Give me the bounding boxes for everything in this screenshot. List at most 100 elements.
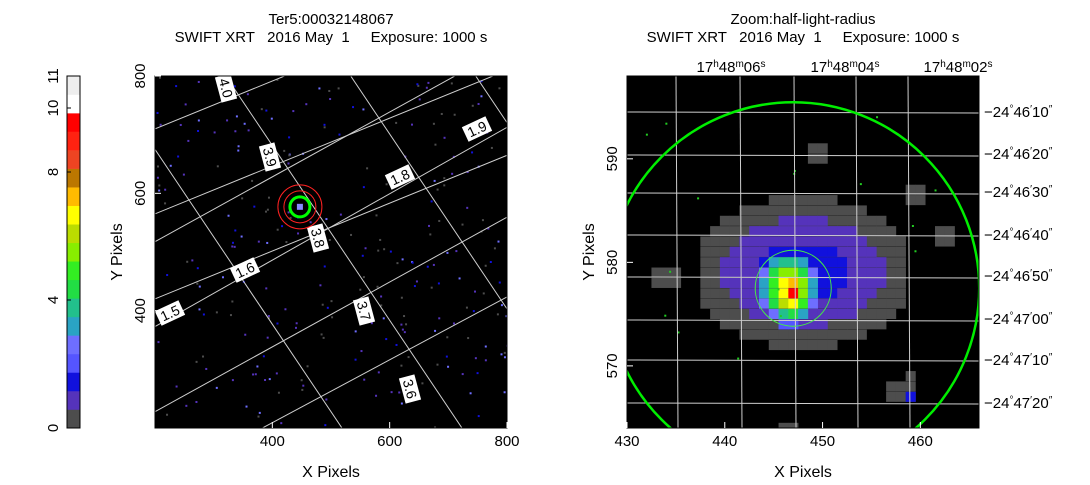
left-y-axis-label: Y Pixels xyxy=(109,223,126,281)
photon-event xyxy=(265,109,268,112)
intensity-pixel xyxy=(837,288,848,299)
photon-event xyxy=(202,355,205,358)
dec-tick-label: −24°47′00″ xyxy=(984,311,1053,329)
photon-event xyxy=(185,404,188,407)
intensity-pixel xyxy=(817,215,828,226)
ra-value: 04 xyxy=(858,59,875,76)
photon-event xyxy=(198,308,201,311)
photon-event xyxy=(446,336,449,339)
intensity-pixel xyxy=(739,329,750,340)
intensity-pixel xyxy=(710,308,721,320)
photon-event xyxy=(251,179,254,182)
left-panel-title: Ter5:00032148067 SWIFT XRT 2016 May 1 Ex… xyxy=(155,11,507,47)
intensity-pixel xyxy=(876,257,887,268)
dec-unit: ° xyxy=(1009,395,1013,406)
dec-tick-label: −24°46′30″ xyxy=(984,184,1053,202)
intensity-pixel xyxy=(866,236,877,247)
photon-event xyxy=(352,106,355,109)
photon-event xyxy=(403,315,406,318)
photon-event xyxy=(268,378,271,381)
photon-event xyxy=(159,123,162,126)
photon-event xyxy=(319,284,322,287)
photon-event xyxy=(417,84,420,87)
intensity-pixel xyxy=(807,195,818,206)
colorbar-swatch xyxy=(67,113,80,132)
axes-frame xyxy=(626,75,980,429)
photon-event xyxy=(427,81,430,84)
coordinate-grid-line xyxy=(155,76,495,215)
photon-event xyxy=(496,313,499,316)
grid-label: 1.5 xyxy=(155,300,186,326)
intensity-pixel xyxy=(788,340,799,351)
intensity-pixel xyxy=(935,226,946,237)
dec-grid-line xyxy=(627,319,979,322)
intensity-pixel xyxy=(729,277,740,288)
intensity-pixel xyxy=(935,236,946,247)
intensity-pixel xyxy=(807,267,818,278)
intensity-pixel xyxy=(710,257,721,268)
photon-event xyxy=(257,415,260,418)
intensity-pixel xyxy=(759,288,770,299)
x-tick-label: 800 xyxy=(494,433,519,450)
photon-event xyxy=(231,300,234,303)
intensity-pixel xyxy=(847,236,858,247)
ra-grid-line xyxy=(675,76,679,428)
intensity-pixel xyxy=(847,205,858,216)
photon-event xyxy=(254,373,257,376)
photon-event xyxy=(415,280,418,283)
intensity-pixel xyxy=(876,319,887,330)
dec-grid-line xyxy=(627,234,979,237)
photon-event xyxy=(237,149,240,152)
dec-value: 47 xyxy=(1013,395,1030,412)
photon-event xyxy=(361,254,364,257)
photon-event xyxy=(267,317,270,320)
photon-event xyxy=(436,363,439,366)
intensity-pixel xyxy=(778,205,789,216)
intensity-pixel xyxy=(856,288,867,299)
photon-event xyxy=(429,233,432,236)
intensity-pixel xyxy=(798,195,809,206)
intensity-pixel xyxy=(719,226,730,237)
photon-event xyxy=(364,247,367,250)
photon-event xyxy=(339,213,342,216)
photon-event xyxy=(354,330,357,333)
intensity-pixel xyxy=(768,215,779,226)
intensity-pixel xyxy=(876,288,887,299)
image-background xyxy=(155,76,507,428)
intensity-pixel xyxy=(847,329,858,340)
intensity-pixel xyxy=(759,246,770,257)
dec-unit: ′ xyxy=(1030,268,1032,279)
photon-event xyxy=(401,328,404,331)
photon-event xyxy=(267,314,270,317)
photon-event xyxy=(476,372,479,375)
intensity-pixel xyxy=(837,298,848,309)
y-tick-label: 600 xyxy=(132,181,149,206)
intensity-pixel xyxy=(817,267,828,278)
photon-event xyxy=(233,85,236,88)
dec-tick-label: −24°46′50″ xyxy=(984,268,1053,286)
intensity-pixel xyxy=(856,329,867,340)
coordinate-grid-line xyxy=(140,0,520,50)
photon-event xyxy=(370,322,373,325)
photon-event xyxy=(246,93,249,96)
photon-event xyxy=(235,115,238,118)
ra-grid-line xyxy=(793,76,797,428)
intensity-pixel xyxy=(817,205,828,216)
intensity-pixel xyxy=(827,257,838,268)
coordinate-grid-line xyxy=(155,76,456,243)
dec-value: 50 xyxy=(1032,268,1049,285)
photon-event xyxy=(331,316,334,319)
photon-event xyxy=(500,353,503,356)
grid-label-text: 3.9 xyxy=(260,146,281,169)
intensity-pixel xyxy=(798,267,809,278)
photon-event xyxy=(191,259,194,262)
intensity-pixel xyxy=(768,329,779,340)
intensity-pixel xyxy=(798,308,809,320)
photon-event xyxy=(859,183,862,186)
intensity-pixel xyxy=(817,319,828,330)
intensity-pixel xyxy=(886,267,897,278)
intensity-pixel xyxy=(847,277,858,288)
photon-event xyxy=(472,310,475,313)
coordinate-grid-line xyxy=(155,76,286,130)
intensity-pixel xyxy=(788,205,799,216)
